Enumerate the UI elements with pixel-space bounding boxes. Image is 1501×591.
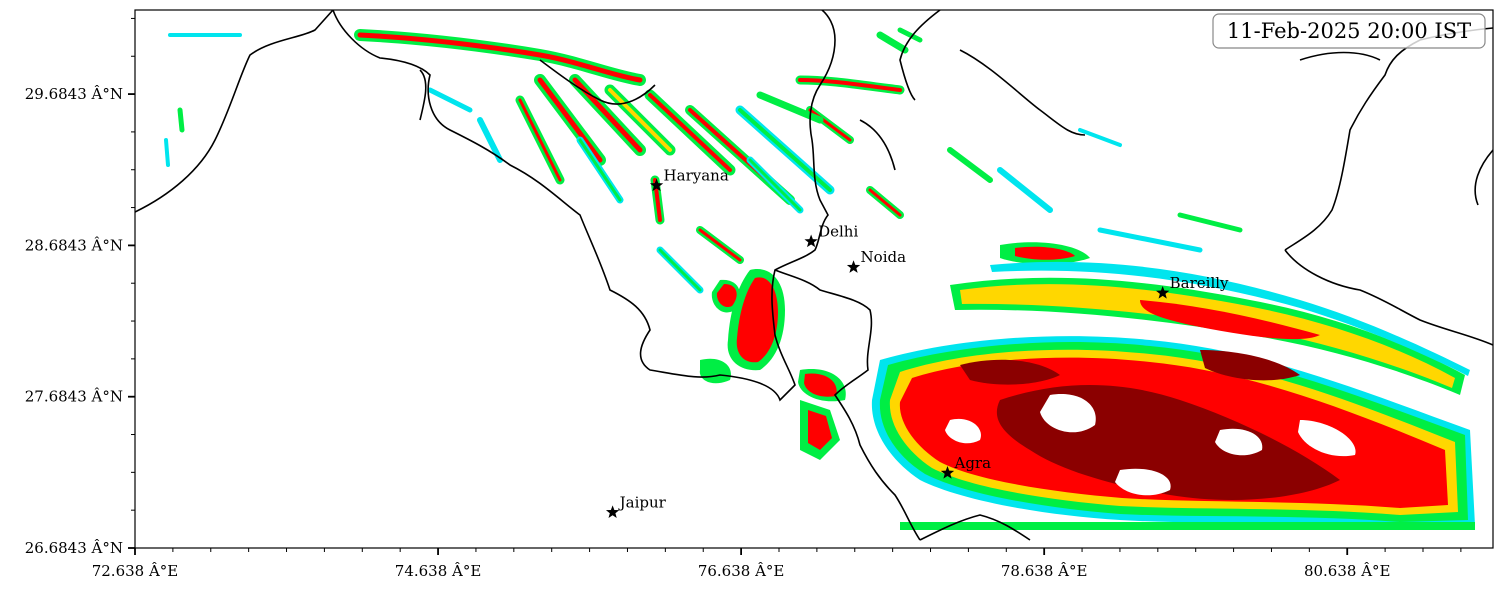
state-boundaries <box>135 10 1493 541</box>
y-tick-label: 27.6843 Â°N <box>25 388 123 406</box>
city-label: Noida <box>861 248 907 266</box>
y-tick-label: 29.6843 Â°N <box>25 85 123 103</box>
x-tick-label: 74.638 Â°E <box>395 562 482 580</box>
rain-patch-south-delhi <box>699 269 846 460</box>
city-star-icon <box>804 234 818 248</box>
city-star-icon <box>940 466 955 479</box>
timestamp-box: 11-Feb-2025 20:00 IST <box>1212 13 1486 49</box>
city-star-icon <box>846 260 861 273</box>
city-label: Agra <box>953 454 991 472</box>
plot-frame <box>134 9 1494 549</box>
x-tick-label: 78.638 Â°E <box>1001 562 1088 580</box>
precipitation-field <box>164 27 1475 530</box>
city-label: Jaipur <box>618 493 667 511</box>
rain-mass-southeast <box>871 336 1475 528</box>
city-star-icon <box>1156 285 1170 299</box>
x-tick-label: 72.638 Â°E <box>92 562 179 580</box>
city-star-icon <box>649 178 664 192</box>
y-axis: 29.6843 Â°N 28.6843 Â°N 27.6843 Â°N 26.6843… <box>25 85 135 557</box>
rain-edge-band <box>900 522 1475 530</box>
city-label: Haryana <box>664 167 729 185</box>
city-label: Bareilly <box>1170 274 1229 292</box>
rain-band-bareilly <box>950 242 1470 395</box>
x-axis: 72.638 Â°E 74.638 Â°E 76.638 Â°E 78.638 Â°E… <box>92 548 1391 580</box>
x-tick-label: 76.638 Â°E <box>698 562 785 580</box>
x-tick-label: 80.638 Â°E <box>1304 562 1391 580</box>
y-tick-label: 26.6843 Â°N <box>25 539 123 557</box>
timestamp-label: 11-Feb-2025 20:00 IST <box>1227 19 1471 43</box>
y-tick-label: 28.6843 Â°N <box>25 236 123 254</box>
city-star-icon <box>605 505 620 518</box>
minor-ticks <box>131 17 1462 552</box>
city-label: Delhi <box>818 222 858 240</box>
